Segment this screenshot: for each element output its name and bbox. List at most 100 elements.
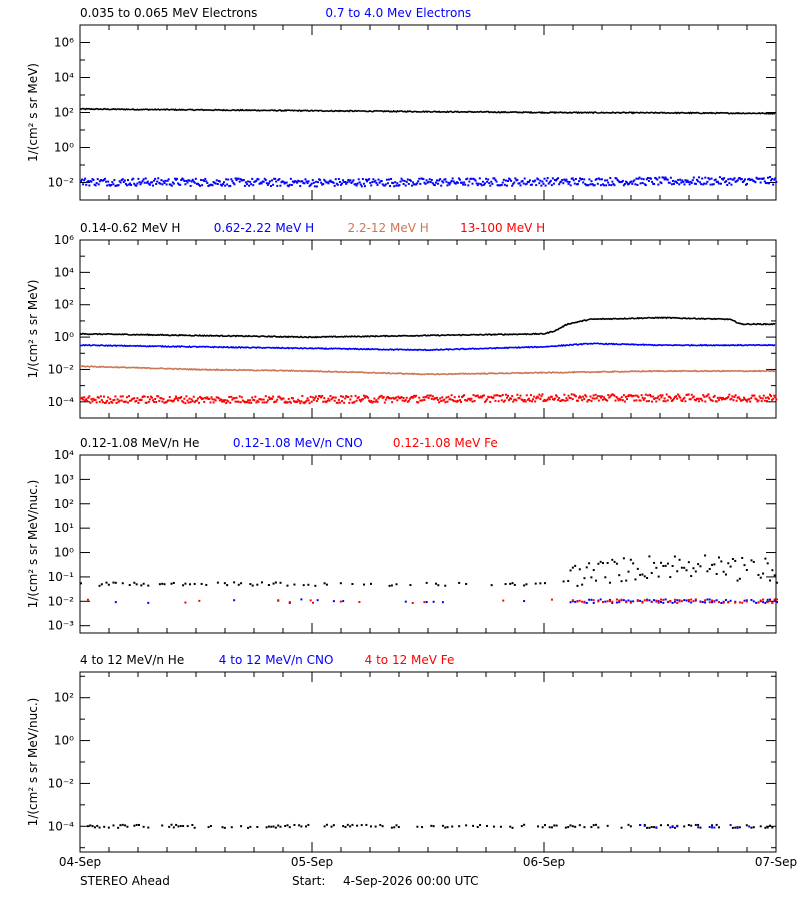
series-2-4-point: [158, 400, 161, 403]
series-3-3-point: [662, 598, 665, 601]
series-1-2-point: [137, 177, 140, 180]
series-2-4-point: [695, 397, 698, 400]
series-3-1-point: [80, 582, 82, 585]
series-2-4-point: [257, 400, 260, 403]
series-2-4-point: [540, 395, 543, 398]
series-1-2-point: [576, 183, 579, 186]
series-1-2-point: [539, 179, 542, 182]
series-1-2-point: [171, 181, 174, 184]
series-4-1-point: [544, 824, 546, 827]
series-1-2-point: [248, 184, 251, 187]
series-1-2-point: [603, 184, 606, 187]
series-1-2-point: [255, 179, 258, 182]
series-1-2-point: [433, 184, 436, 187]
series-3-1-point: [743, 564, 746, 567]
panel-2-ytick-label: 10²: [54, 298, 74, 312]
panel-2-ytick-label: 10⁰: [54, 330, 74, 344]
series-1-2-point: [743, 178, 746, 181]
series-2-4-point: [765, 399, 768, 402]
series-2-4-point: [275, 400, 278, 403]
series-2-4-point: [458, 399, 461, 402]
x-tick-label: 04-Sep: [59, 855, 101, 869]
series-2-4-point: [512, 400, 515, 403]
series-2-4-point: [688, 398, 691, 401]
series-2-4-point: [607, 394, 610, 397]
series-1-2-point: [527, 181, 530, 184]
series-1-2-point: [474, 179, 477, 182]
series-1-2-point: [733, 177, 736, 180]
series-2-4-point: [429, 394, 432, 397]
series-2-4-point: [697, 397, 700, 400]
series-2-4-point: [180, 396, 183, 399]
series-1-2-point: [176, 177, 179, 180]
series-2-4-point: [204, 396, 207, 399]
series-2-4-point: [124, 400, 127, 403]
series-2-4-point: [240, 396, 243, 399]
series-3-2-point: [720, 601, 723, 604]
series-4-1-point: [272, 825, 275, 828]
series-1-2-point: [418, 177, 421, 180]
series-1-2-point: [558, 183, 561, 186]
series-3-1-point: [205, 583, 208, 586]
series-3-1-point: [588, 562, 591, 565]
series-1-2-point: [561, 179, 564, 182]
series-2-4-point: [203, 400, 206, 403]
series-2-4-point: [220, 400, 223, 403]
series-2-4-point: [167, 399, 170, 402]
series-1-2-point: [250, 183, 253, 186]
series-2-4-point: [327, 397, 330, 400]
series-2-4-point: [700, 397, 703, 400]
series-1-2-point: [451, 177, 454, 180]
series-1-2-point: [327, 182, 330, 185]
series-3-2-point: [752, 600, 755, 603]
series-4-1-point: [177, 825, 180, 828]
series-2-4-point: [562, 399, 565, 402]
series-2-4-point: [316, 397, 319, 400]
series-2-4-point: [135, 399, 138, 402]
series-1-2-point: [264, 179, 267, 182]
series-2-4-point: [82, 398, 85, 401]
series-2-4-point: [280, 398, 283, 401]
series-1-2-point: [548, 181, 551, 184]
series-1-2-point: [471, 182, 474, 185]
series-2-4-point: [122, 400, 125, 403]
series-1-2-point: [642, 178, 645, 181]
series-3-2-point: [585, 601, 588, 604]
series-1-2-point: [118, 180, 121, 183]
series-4-1-point: [509, 825, 512, 828]
series-1-2-point: [175, 178, 178, 181]
series-1-2-point: [544, 184, 547, 187]
series-1-2-point: [258, 182, 261, 185]
series-1-2-point: [192, 180, 195, 183]
series-3-1-point: [738, 577, 741, 580]
series-1-2-point: [657, 183, 660, 186]
series-1-2-point: [693, 182, 696, 185]
series-1-2-point: [259, 181, 262, 184]
series-3-1-point: [692, 567, 695, 570]
series-3-1-point: [525, 583, 528, 586]
series-2-4-point: [132, 397, 135, 400]
series-2-4-point: [383, 401, 386, 404]
series-2-4-point: [313, 397, 316, 400]
series-1-2-point: [456, 181, 459, 184]
series-3-1-point: [729, 565, 732, 568]
series-2-4-point: [497, 400, 500, 403]
series-2-4-point: [303, 402, 306, 405]
series-2-4-point: [482, 394, 485, 397]
series-3-2-point: [574, 600, 577, 603]
series-1-2-point: [546, 177, 549, 180]
panel-4-legend-entry: 4 to 12 MeV/n He: [80, 653, 184, 667]
series-2-4-point: [579, 395, 582, 398]
series-1-2-point: [405, 180, 408, 183]
series-2-4-point: [752, 394, 755, 397]
series-2-4-point: [490, 395, 493, 398]
series-2-4-point: [416, 401, 419, 404]
series-3-3-point: [629, 601, 632, 604]
series-1-2-point: [610, 184, 613, 187]
series-4-1-point: [325, 823, 328, 826]
series-3-1-point: [504, 583, 507, 586]
series-2-4-point: [516, 393, 519, 396]
series-1-2-point: [124, 182, 127, 185]
series-2-4-point: [716, 396, 719, 399]
series-1-2-point: [206, 182, 209, 185]
